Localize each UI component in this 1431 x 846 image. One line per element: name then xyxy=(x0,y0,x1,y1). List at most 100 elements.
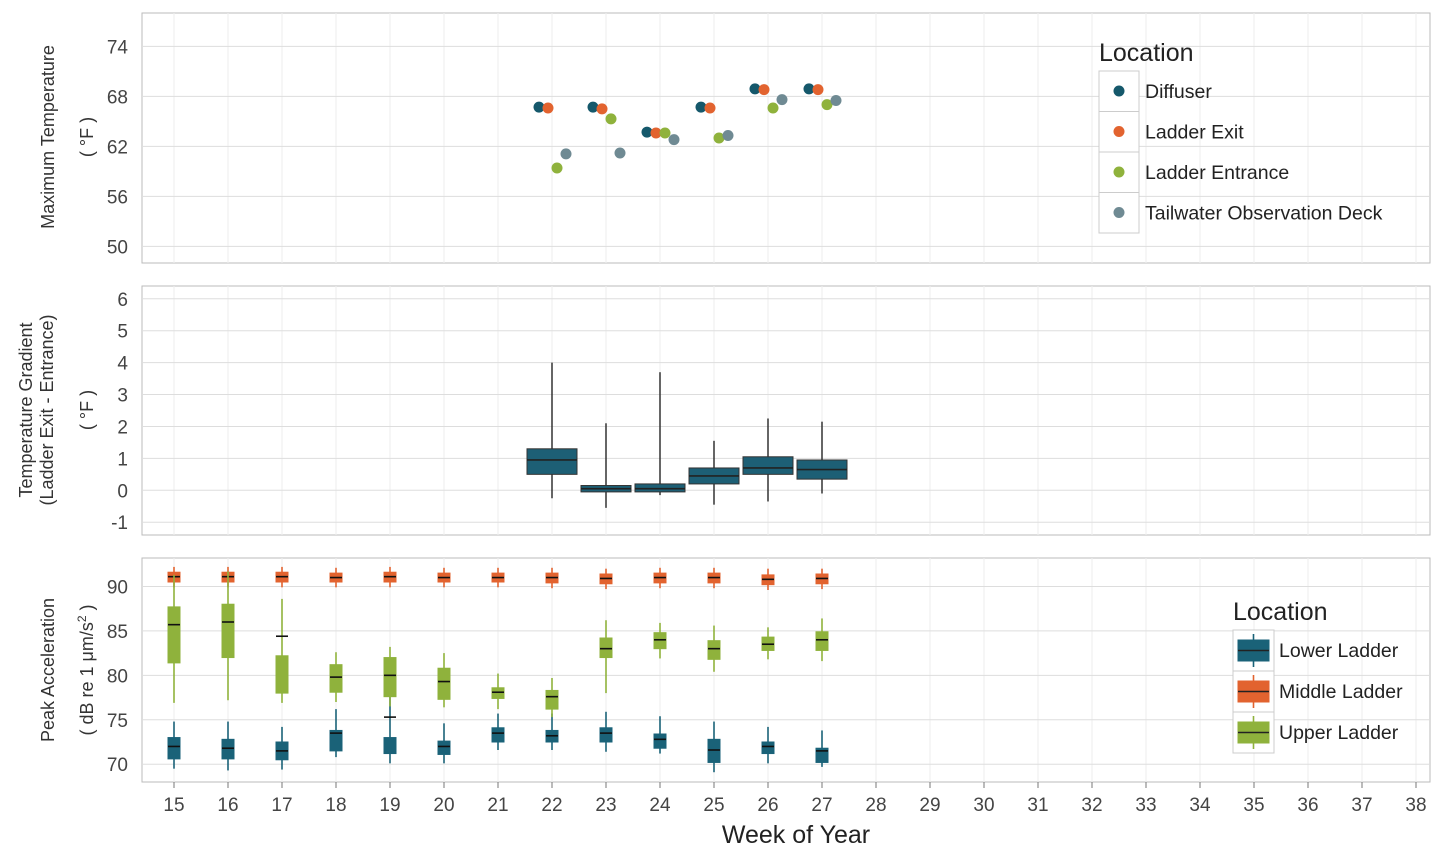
legend-marker-ladder-entrance xyxy=(1113,166,1125,178)
x-tick-label: 37 xyxy=(1351,795,1372,816)
y-tick-label: 0 xyxy=(117,481,128,502)
box-upper-ladder xyxy=(815,631,829,651)
temperature-gradient-panel: -1 0 1 2 3 4 5 6 xyxy=(111,285,1431,536)
data-point-ladder-exit xyxy=(650,127,662,139)
legend-title: Location xyxy=(1233,598,1328,626)
data-point-ladder-exit xyxy=(812,84,824,96)
box-lower-ladder xyxy=(707,738,721,763)
y-tick-label: 56 xyxy=(107,187,128,208)
x-tick-label: 28 xyxy=(865,795,886,816)
y-tick-label: 70 xyxy=(107,755,128,776)
legend-location-temperature: Location Diffuser Ladder Exit Ladder Entra… xyxy=(1098,39,1383,234)
box-upper-ladder xyxy=(221,603,235,659)
x-tick-label: 21 xyxy=(487,795,508,816)
data-point-tailwater-observation-deck xyxy=(560,148,572,160)
y-axis-sublabel-temperature-gradient: (Ladder Exit - Entrance) xyxy=(37,314,57,505)
max-temperature-panel: 50 56 62 68 74 xyxy=(107,12,1431,264)
data-point-ladder-exit xyxy=(758,84,770,96)
x-tick-label: 26 xyxy=(757,795,778,816)
box-upper-ladder xyxy=(707,640,721,660)
box-lower-ladder xyxy=(221,738,235,760)
x-tick-label: 38 xyxy=(1405,795,1426,816)
box-upper-ladder xyxy=(329,664,343,693)
data-point-ladder-entrance xyxy=(821,99,833,111)
y-tick-label: 80 xyxy=(107,666,128,687)
data-point-ladder-exit xyxy=(704,102,716,114)
x-tick-label: 36 xyxy=(1297,795,1318,816)
data-point-diffuser xyxy=(695,101,707,113)
legend-marker-ladder-exit xyxy=(1113,126,1125,137)
data-point-tailwater-observation-deck xyxy=(722,130,734,141)
x-tick-label: 23 xyxy=(595,795,616,816)
x-tick-label: 22 xyxy=(541,795,562,816)
box-upper-ladder xyxy=(653,632,667,650)
x-tick-label: 31 xyxy=(1027,795,1048,816)
box-lower-ladder xyxy=(761,741,775,755)
y-tick-label: 62 xyxy=(107,137,128,158)
y-tick-label: 74 xyxy=(107,37,129,58)
box-temperature-gradient xyxy=(526,448,578,475)
x-axis-title: Week of Year xyxy=(722,821,870,846)
data-point-ladder-entrance xyxy=(713,132,725,144)
panel-border xyxy=(141,12,1431,264)
legend-label: Diffuser xyxy=(1145,81,1212,103)
data-point-tailwater-observation-deck xyxy=(614,147,626,159)
legend-label: Ladder Entrance xyxy=(1145,162,1289,184)
box-lower-ladder xyxy=(167,737,181,760)
y-axis-label-peak-acceleration: Peak Acceleration xyxy=(38,598,58,742)
y-tick-label: -1 xyxy=(111,513,128,534)
box-upper-ladder xyxy=(383,657,397,698)
y-axis-unit-suffix: ) xyxy=(77,604,97,615)
x-tick-label: 16 xyxy=(217,795,238,816)
data-point-ladder-exit xyxy=(596,103,608,115)
legend-location-ladder: Location Lower Ladder Middle Ladder Upper … xyxy=(1232,598,1403,754)
box-upper-ladder xyxy=(491,687,505,699)
box-temperature-gradient xyxy=(742,456,794,475)
peak-acceleration-panel: 70 75 80 85 90 xyxy=(107,557,1431,783)
y-axis-label-max-temperature: Maximum Temperature xyxy=(38,45,58,229)
box-upper-ladder xyxy=(275,655,289,694)
data-point-diffuser xyxy=(749,83,761,95)
x-tick-label: 34 xyxy=(1189,795,1211,816)
data-point-diffuser xyxy=(533,101,545,113)
x-tick-label: 27 xyxy=(811,795,832,816)
box-lower-ladder xyxy=(653,733,667,749)
y-tick-label: 6 xyxy=(117,290,128,311)
legend-label: Ladder Exit xyxy=(1145,122,1244,144)
legend-label: Lower Ladder xyxy=(1279,640,1399,662)
legend-marker-diffuser xyxy=(1113,85,1125,97)
y-axis-unit-prefix: ( dB re 1 μm/s xyxy=(77,622,97,735)
legend-label: Upper Ladder xyxy=(1279,722,1399,744)
y-axis-unit-temperature-gradient: ( °F ) xyxy=(77,390,97,430)
data-point-diffuser xyxy=(587,101,599,113)
box-lower-ladder xyxy=(329,729,343,752)
box-upper-ladder xyxy=(545,689,559,710)
y-axis-label-temperature-gradient: Temperature Gradient xyxy=(16,322,36,497)
x-tick-label: 20 xyxy=(433,795,454,816)
data-point-diffuser xyxy=(641,126,653,138)
y-axis-unit-superscript: 2 xyxy=(75,615,89,622)
y-tick-label: 85 xyxy=(107,622,128,643)
data-point-ladder-entrance xyxy=(767,102,779,114)
legend-title: Location xyxy=(1099,39,1194,67)
y-tick-label: 1 xyxy=(117,449,128,470)
box-lower-ladder xyxy=(437,740,451,755)
data-point-tailwater-observation-deck xyxy=(776,94,788,106)
x-tick-label: 33 xyxy=(1135,795,1156,816)
x-tick-label: 19 xyxy=(379,795,400,816)
y-tick-label: 50 xyxy=(107,237,128,258)
x-tick-label: 29 xyxy=(919,795,940,816)
data-point-ladder-entrance xyxy=(659,127,671,139)
box-lower-ladder xyxy=(599,727,613,743)
legend-label: Tailwater Observation Deck xyxy=(1145,203,1383,225)
y-tick-label: 5 xyxy=(117,322,128,343)
legend-label: Middle Ladder xyxy=(1279,681,1403,703)
data-point-ladder-entrance xyxy=(551,162,563,174)
data-point-tailwater-observation-deck xyxy=(830,95,842,106)
x-tick-label: 30 xyxy=(973,795,994,816)
data-point-ladder-exit xyxy=(542,102,554,114)
box-upper-ladder xyxy=(167,606,181,664)
y-tick-label: 75 xyxy=(107,711,128,732)
y-axis-unit-peak-acceleration: ( dB re 1 μm/s2 ) xyxy=(75,604,97,735)
